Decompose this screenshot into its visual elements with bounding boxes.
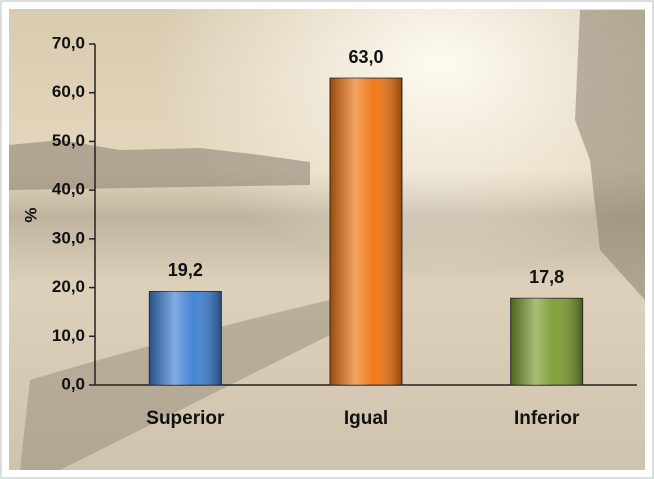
y-tick-label: 0,0 <box>61 374 85 393</box>
y-tick-label: 30,0 <box>52 228 85 247</box>
treeline <box>9 140 310 190</box>
bar-shine <box>149 291 222 385</box>
y-tick-label: 20,0 <box>52 277 85 296</box>
bar-shine <box>330 78 402 385</box>
value-label: 17,8 <box>529 267 564 287</box>
value-label: 63,0 <box>348 47 383 67</box>
value-label: 19,2 <box>168 260 203 280</box>
tree <box>575 10 645 300</box>
y-tick-label: 40,0 <box>52 180 85 199</box>
x-tick-label: Igual <box>344 408 388 429</box>
x-tick-label: Superior <box>146 408 225 429</box>
bar-shine <box>510 298 583 385</box>
x-tick-label: Inferior <box>514 408 580 429</box>
y-tick-label: 50,0 <box>52 131 85 150</box>
sun-glow <box>9 9 645 470</box>
y-tick-label: 70,0 <box>52 33 85 52</box>
y-tick-label: 10,0 <box>52 326 85 345</box>
y-axis-label: % <box>21 207 40 222</box>
y-tick-label: 60,0 <box>52 82 85 101</box>
